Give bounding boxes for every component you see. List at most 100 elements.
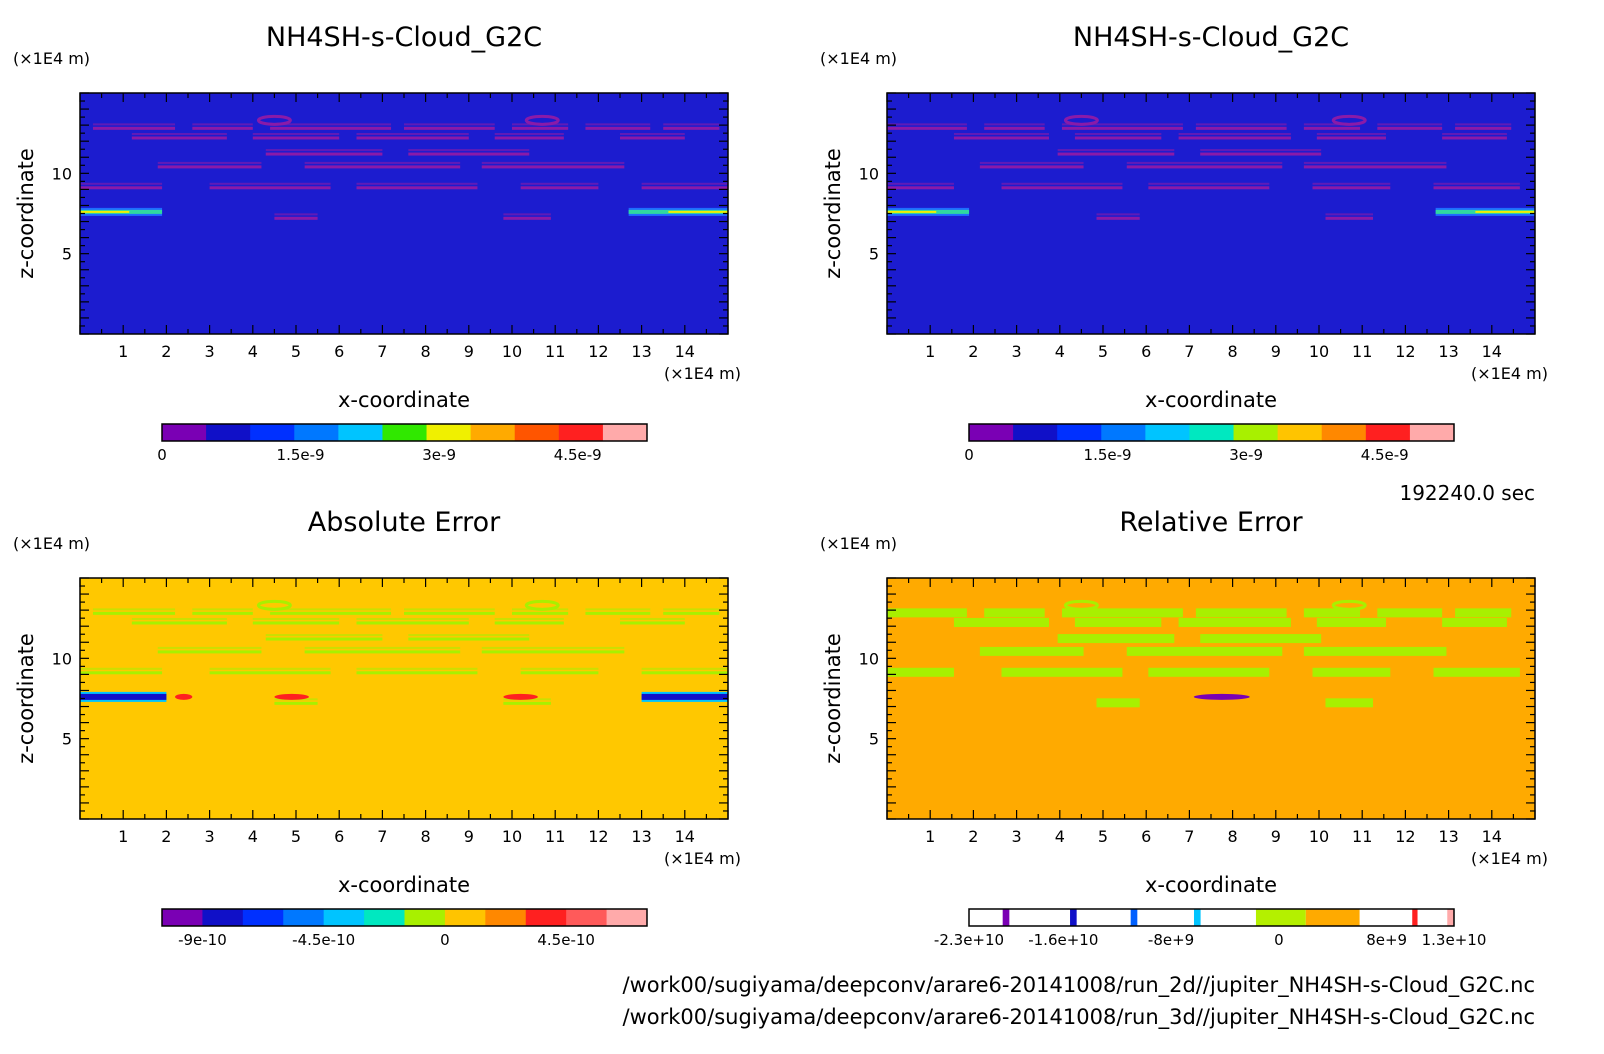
- contour-line: [1303, 161, 1447, 164]
- contour-line: [620, 617, 685, 620]
- error-patch: [1316, 617, 1386, 627]
- contour-line: [304, 650, 461, 654]
- x-tick-label: 3: [1012, 827, 1022, 846]
- contour-line: [1178, 132, 1291, 135]
- contour-line: [80, 182, 163, 185]
- contour-line: [503, 701, 551, 705]
- contour-line: [1442, 136, 1507, 140]
- y-tick-label: 10: [52, 649, 72, 668]
- colorbar-tick-label: 1.5e-9: [1084, 446, 1132, 464]
- contour-line: [887, 126, 967, 130]
- y-axis: 5 10 z-coordinate: [14, 577, 728, 820]
- error-patch: [1001, 667, 1123, 677]
- x-tick-label: 8: [1228, 827, 1238, 846]
- contour-line: [408, 637, 530, 641]
- y-axis-title: z-coordinate: [14, 148, 38, 279]
- colorbar-frame: [968, 908, 1455, 927]
- contour-line: [356, 186, 478, 190]
- y-axis: 5 10 z-coordinate: [14, 92, 728, 335]
- time-stamp: 192240.0 sec: [1399, 481, 1535, 505]
- field-structures: [80, 599, 728, 705]
- x-tick-label: 5: [1098, 342, 1108, 361]
- contour-line: [1195, 126, 1287, 130]
- colorbar-tick-label: 1.5e-9: [277, 446, 325, 464]
- contour-line: [1200, 152, 1322, 156]
- colorbar-segment: [969, 424, 1014, 441]
- x-tick-label: 7: [1184, 827, 1194, 846]
- x-tick-label: 12: [1395, 827, 1415, 846]
- x-tick-label: 4: [248, 342, 258, 361]
- contour-line: [481, 646, 625, 649]
- contour-line: [481, 650, 625, 654]
- colorbar-segment: [485, 909, 527, 926]
- error-spot: [503, 693, 538, 700]
- x-axis-title: x-coordinate: [338, 388, 470, 412]
- x-tick-label: 4: [1055, 342, 1065, 361]
- colorbar-segment: [1277, 424, 1323, 441]
- error-patch: [1096, 698, 1140, 708]
- contour-line: [503, 213, 551, 216]
- contour-line: [80, 667, 163, 670]
- y-tick-label: 10: [859, 164, 879, 183]
- contour-line: [1178, 136, 1291, 140]
- contour-line: [1312, 186, 1391, 190]
- colorbar-segment: [382, 424, 428, 441]
- error-patch: [1148, 667, 1270, 677]
- contour-line: [620, 621, 685, 625]
- contour-line: [404, 123, 495, 126]
- contour-loop: [1331, 114, 1367, 126]
- error-patch: [887, 667, 954, 677]
- contour-line: [520, 186, 599, 190]
- x-axis: 1 2 3 4 5 6 7 8 9 10 11 12 13 14(×1E4 m)x-coordinate: [886, 578, 1548, 897]
- file-path-2d: /work00/sugiyama/deepconv/arare6-2014100…: [623, 973, 1535, 998]
- x-tick-label: 8: [421, 827, 431, 846]
- x-tick-label: 7: [1184, 342, 1194, 361]
- x-tick-label: 11: [1352, 827, 1372, 846]
- contour-line: [641, 671, 728, 675]
- contour-line: [404, 126, 495, 130]
- contour-line: [1126, 161, 1283, 164]
- contour-line: [265, 634, 383, 637]
- contour-line: [494, 617, 564, 620]
- contour-line: [1061, 123, 1183, 126]
- x-tick-label: 14: [1482, 827, 1502, 846]
- error-patch: [1442, 617, 1507, 627]
- contour-loop: [1063, 599, 1099, 611]
- colorbar-segment: [1233, 424, 1279, 441]
- colorbar-segment: [338, 424, 383, 441]
- contour-line: [481, 161, 625, 164]
- x-tick-label: 7: [377, 827, 387, 846]
- x-tick-label: 6: [334, 827, 344, 846]
- x-tick-label: 2: [161, 827, 171, 846]
- x-tick-label: 10: [502, 827, 522, 846]
- colorbar-segment: [969, 909, 1003, 926]
- x-tick-label: 5: [1098, 827, 1108, 846]
- contour-line: [92, 126, 176, 130]
- colorbar-tick-label: 0: [964, 446, 974, 464]
- contour-line: [953, 136, 1049, 140]
- contour-line: [270, 123, 392, 126]
- contour-line: [131, 617, 227, 620]
- colorbar-segment: [1076, 909, 1131, 926]
- contour-line: [1316, 136, 1386, 140]
- contour-line: [131, 136, 227, 140]
- contour-line: [887, 182, 954, 185]
- colorbar: -2.3e+10 -1.6e+10 -8e+9 0 8e+9 1.3e+10: [934, 908, 1486, 949]
- contour-line: [404, 608, 495, 611]
- colorbar-frame: [161, 423, 648, 442]
- chart-title: NH4SH-s-Cloud_G2C: [266, 22, 542, 53]
- contour-line: [92, 123, 176, 126]
- contour-line: [1316, 132, 1386, 135]
- colorbar-tick-label: 3e-9: [1229, 446, 1263, 464]
- contour-line: [953, 132, 1049, 135]
- contour-line: [265, 149, 383, 152]
- y-tick-label: 5: [869, 245, 879, 264]
- contour-line: [494, 132, 564, 135]
- colorbar-tick-label: -4.5e-10: [292, 931, 355, 949]
- error-patch: [1303, 646, 1447, 656]
- error-spot: [274, 693, 309, 700]
- contour-line: [157, 646, 262, 649]
- x-tick-label: 6: [1141, 342, 1151, 361]
- y-axis: 5 10 z-coordinate: [821, 577, 1535, 820]
